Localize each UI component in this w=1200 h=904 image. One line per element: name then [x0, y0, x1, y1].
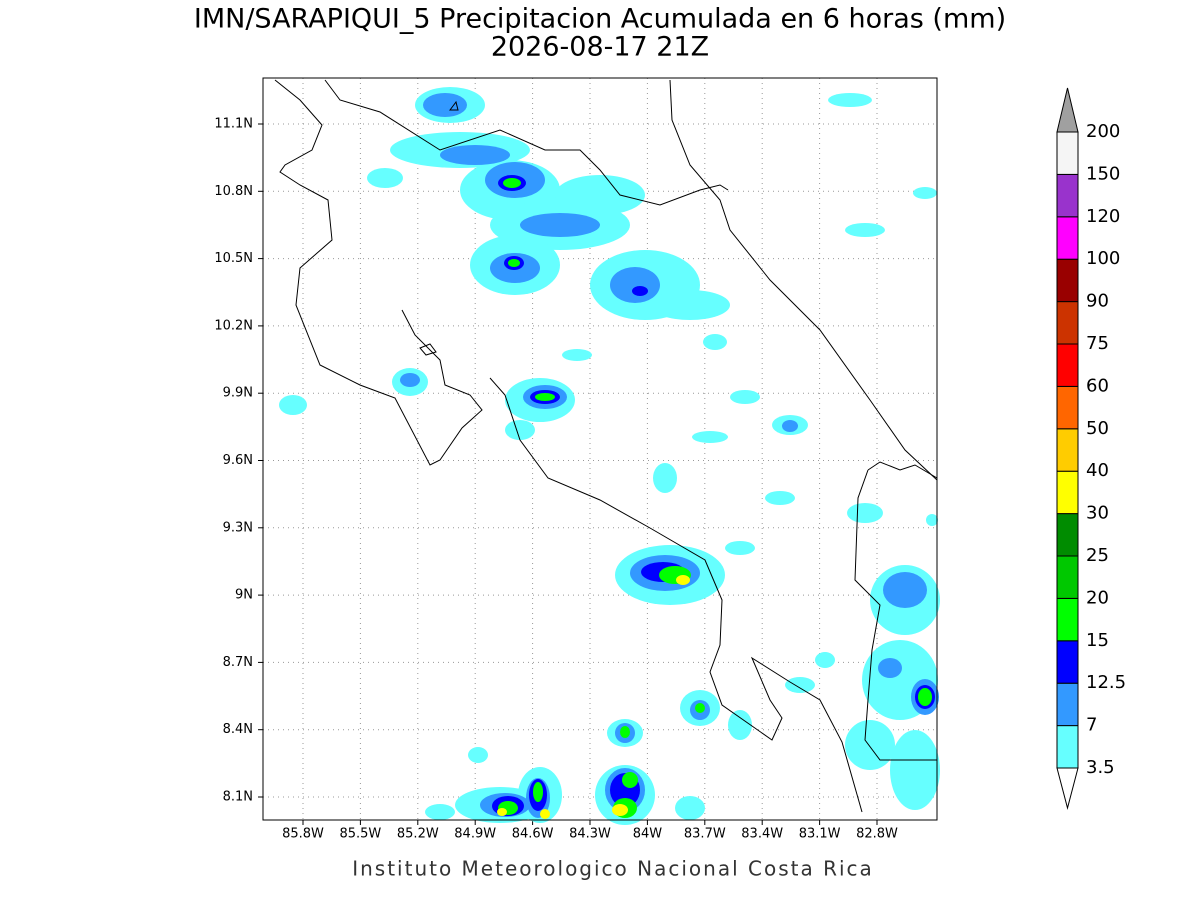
lat-label: 8.7N: [223, 655, 253, 670]
lon-label: 82.8W: [856, 827, 898, 842]
colorbar-label: 40: [1086, 460, 1109, 481]
colorbar-label: 150: [1086, 163, 1120, 184]
colorbar-box: [1056, 131, 1079, 175]
colorbar-box: [1056, 725, 1079, 769]
colorbar: 3.5 7 12.5 15 20 25 30 40 50 60 75 90 100 120 150 200: [1056, 87, 1126, 810]
colorbar-box: [1056, 428, 1079, 472]
colorbar-box: [1056, 597, 1079, 642]
lat-label: 9.6N: [223, 453, 253, 468]
colorbar-label: 60: [1086, 375, 1109, 396]
colorbar-label: 20: [1086, 587, 1109, 608]
lon-label: 85.5W: [339, 827, 381, 842]
lat-label: 9.3N: [223, 520, 253, 535]
colorbar-box: [1056, 640, 1079, 684]
lat-label: 11.1N: [214, 117, 253, 132]
colorbar-label: 30: [1086, 503, 1109, 524]
colorbar-box: [1056, 555, 1079, 599]
lon-label: 84.3W: [569, 827, 611, 842]
lon-label: 85.2W: [397, 827, 439, 842]
map-frame: [262, 77, 938, 821]
lon-label: 84.9W: [454, 827, 496, 842]
lon-label: 83.4W: [741, 827, 783, 842]
lon-label: 83.1W: [799, 827, 841, 842]
lat-label: 8.1N: [223, 790, 253, 805]
colorbar-label: 100: [1086, 248, 1120, 269]
colorbar-under: [1056, 767, 1079, 810]
lat-label: 9.9N: [223, 386, 253, 401]
colorbar-over: [1056, 87, 1079, 133]
colorbar-box: [1056, 173, 1079, 218]
colorbar-box: [1056, 385, 1079, 430]
grid: 85.8W 85.5W 85.2W 84.9W 84.6W 84.3W 84W 83.7W 83…: [214, 78, 937, 842]
lon-label: 84W: [633, 827, 663, 842]
colorbar-label: 15: [1086, 630, 1109, 651]
footer: Instituto Meteorologico Nacional Costa R…: [352, 857, 874, 881]
colorbar-label: 200: [1086, 121, 1120, 142]
colorbar-label: 3.5: [1086, 757, 1115, 778]
lon-label: 84.6W: [512, 827, 554, 842]
lon-label: 83.7W: [684, 827, 726, 842]
subtitle: 2026-08-17 21Z: [491, 32, 709, 63]
colorbar-box: [1056, 301, 1079, 345]
colorbar-label: 7: [1086, 715, 1097, 736]
colorbar-box: [1056, 216, 1079, 260]
colorbar-box: [1056, 682, 1079, 727]
lat-label: 8.4N: [223, 722, 253, 737]
colorbar-box: [1056, 470, 1079, 515]
lat-label: 9N: [235, 588, 253, 603]
lon-label: 85.8W: [282, 827, 324, 842]
lat-label: 10.5N: [214, 251, 253, 266]
colorbar-label: 25: [1086, 545, 1109, 566]
title: IMN/SARAPIQUI_5 Precipitacion Acumulada …: [194, 4, 1006, 35]
colorbar-label: 90: [1086, 291, 1109, 312]
colorbar-label: 120: [1086, 206, 1120, 227]
colorbar-box: [1056, 343, 1079, 387]
colorbar-box: [1056, 258, 1079, 303]
colorbar-box: [1056, 513, 1079, 557]
colorbar-label: 12.5: [1086, 672, 1126, 693]
coastlines: [274, 79, 938, 813]
colorbar-label: 75: [1086, 333, 1109, 354]
lat-label: 10.8N: [214, 184, 253, 199]
precipitation: [279, 87, 940, 825]
lat-label: 10.2N: [214, 318, 253, 333]
colorbar-label: 50: [1086, 418, 1109, 439]
